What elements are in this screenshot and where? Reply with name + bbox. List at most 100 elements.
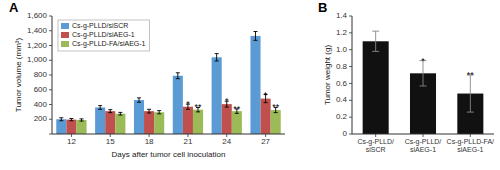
y-tick-label: 800 (34, 70, 48, 79)
chart: 2004006008001,0001,2001,4001,60012151821… (0, 0, 500, 170)
x-tick (470, 134, 471, 137)
legend: Cs-g-PLLD/siSCRCs-g-PLLD/siAEG-1Cs-g-PLL… (58, 20, 150, 51)
y-tick-label: 0.6 (336, 79, 348, 88)
error-bar (79, 119, 83, 121)
bar (173, 76, 183, 134)
bar (183, 107, 193, 134)
annotation: ** (195, 102, 203, 112)
bar (261, 99, 271, 134)
annotation: * (421, 56, 425, 66)
x-tick-label: 15 (106, 137, 115, 146)
y-tick (49, 30, 52, 31)
y-tick (349, 134, 352, 135)
y-ticks: 00.20.40.60.81.01.21.4 (336, 11, 352, 138)
annotation: ** (467, 70, 475, 80)
y-tick (349, 117, 352, 118)
x-tick-label-line: 27 (261, 137, 270, 146)
bar (271, 110, 281, 134)
error-bar (108, 110, 112, 113)
legend-frame (58, 20, 150, 51)
error-bar (372, 31, 379, 51)
error-bar (467, 75, 474, 112)
annotation: ** (233, 104, 241, 114)
y-tick-label: 1.2 (336, 28, 348, 37)
error-bar (137, 98, 141, 102)
x-tick-label-line: 18 (145, 137, 154, 146)
error-bar (98, 106, 102, 110)
bar (232, 111, 242, 134)
plot-area (363, 31, 484, 134)
error-bar (59, 118, 63, 121)
y-tick-label: 200 (34, 114, 48, 123)
y-tick-label: 400 (34, 100, 48, 109)
y-tick-label: 1,600 (27, 11, 48, 20)
bar (105, 111, 115, 134)
bar (222, 104, 232, 134)
annotation: * (186, 99, 190, 109)
page: {"chart_data": [ {"type": "bar", "title"… (0, 0, 500, 170)
bar (56, 119, 66, 134)
error-bar (253, 31, 257, 40)
panel: 00.20.40.60.81.01.21.4Cs-g-PLLD/siSCRCs-… (318, 0, 494, 153)
x-tick-label: 24 (222, 137, 231, 146)
x-tick-label-line: 12 (67, 137, 76, 146)
legend-label: Cs-g-PLLD/siSCR (72, 22, 128, 30)
error-bar (147, 109, 151, 113)
annotation: * (225, 96, 229, 106)
y-tick (349, 100, 352, 101)
y-tick-label: 1.0 (336, 45, 348, 54)
x-tick-label: 12 (67, 137, 76, 146)
y-tick (349, 16, 352, 17)
bar (76, 120, 86, 134)
error-bar (69, 119, 73, 121)
x-tick-label: Cs-g-PLLD-FA/siAEG-1 (447, 138, 495, 153)
x-tick-label: 27 (261, 137, 270, 146)
y-tick (349, 83, 352, 84)
x-tick-label-line: 21 (183, 137, 192, 146)
y-tick-label: 0.4 (336, 95, 348, 104)
y-ticks: 2004006008001,0001,2001,4001,600 (27, 11, 52, 134)
y-tick (49, 45, 52, 46)
legend-label: Cs-g-PLLD-FA/siAEG-1 (72, 40, 146, 48)
x-tick-label: 18 (145, 137, 154, 146)
y-tick-label: 1,200 (27, 41, 48, 50)
panel-label: B (318, 0, 327, 15)
legend-label: Cs-g-PLLD/siAEG-1 (72, 31, 135, 39)
bar (212, 57, 222, 134)
x-tick-label-line: 24 (222, 137, 231, 146)
x-axis-label: Days after tumor cell inoculation (112, 150, 226, 159)
x-tick-label: Cs-g-PLLD/siAEG-1 (405, 138, 442, 153)
y-tick (49, 16, 52, 17)
y-axis-label: Tumor volume (mm³) (14, 37, 23, 112)
x-tick-label-line: 15 (106, 137, 115, 146)
y-tick (49, 75, 52, 76)
bar (363, 41, 389, 134)
y-tick (349, 32, 352, 33)
error-bar (215, 54, 219, 61)
y-tick (349, 66, 352, 67)
bar (144, 111, 154, 134)
y-tick (349, 49, 352, 50)
annotation: ** (272, 102, 280, 112)
bar (154, 112, 164, 134)
x-tick-label-line: Cs-g-PLLD/ (357, 138, 394, 146)
bar (95, 107, 105, 134)
error-bar (157, 111, 161, 114)
y-tick (49, 89, 52, 90)
y-tick (49, 134, 52, 135)
x-tick-label: 21 (183, 137, 192, 146)
bar (250, 36, 260, 134)
y-axis-line (352, 16, 353, 134)
x-tick-label-line: siAEG-1 (410, 146, 436, 153)
y-tick (49, 119, 52, 120)
legend-swatch (61, 32, 69, 38)
panel: 2004006008001,0001,2001,4001,60012151821… (9, 0, 285, 159)
error-bar (118, 112, 122, 115)
y-tick (49, 60, 52, 61)
y-tick-label: 600 (34, 85, 48, 94)
y-axis-label: Tumor weight (g) (323, 45, 332, 106)
bar (115, 114, 125, 134)
annotation: * (264, 90, 268, 100)
error-bar (176, 73, 180, 79)
y-tick-label: 0 (343, 129, 348, 138)
